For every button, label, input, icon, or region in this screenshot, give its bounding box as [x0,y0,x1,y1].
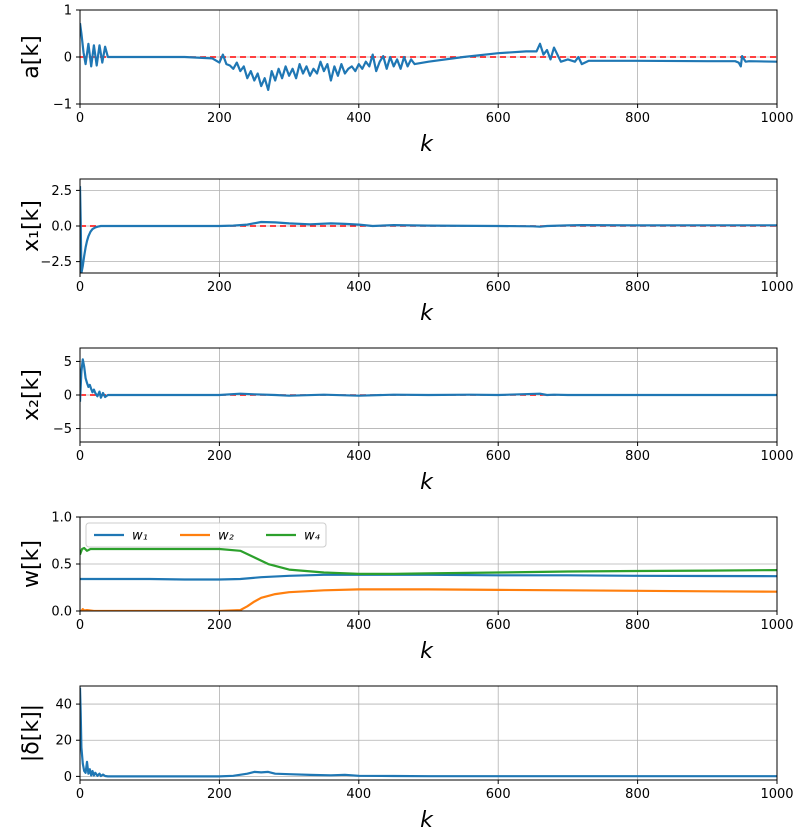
x-tick-label: 400 [346,787,371,802]
x-tick-label: 200 [207,280,232,295]
subplot-3: 0 200 400 600 800 1000 −5 0 5 k x₂[k] [19,347,794,495]
x-tick-label: 1000 [760,280,793,295]
y-axis-label: w[k] [19,540,44,588]
legend: w₁ w₂ w₄ [85,522,327,548]
series-line-a [80,23,777,92]
y-tick-label: 1 [64,4,72,19]
x-axis-label: k [420,470,434,495]
y-axis-label: a[k] [19,35,44,78]
y-tick-label: 0.0 [51,605,72,620]
y-tick-label: 5 [64,355,72,370]
x-tick-label: 1000 [760,111,793,126]
y-tick-label: 20 [55,734,72,749]
x-tick-label: 600 [486,280,511,295]
x-axis-label: k [420,132,434,157]
y-axis-label: x₁[k] [19,200,44,252]
x-axis-label: k [420,808,434,833]
x-tick-label: 1000 [760,449,793,464]
y-axis-label: |δ[k]| [19,704,44,762]
y-tick-label: 40 [55,698,72,713]
x-tick-label: 0 [76,111,84,126]
series-line-w [80,546,777,576]
y-tick-label: 0 [64,770,72,785]
legend-label: w₁ [132,529,148,544]
series-line-w [80,588,777,611]
x-tick-label: 400 [346,618,371,633]
series-line-w [80,573,777,581]
x-tick-label: 0 [76,618,84,633]
y-tick-label: −2.5 [40,255,72,270]
x-tick-label: 200 [207,449,232,464]
subplot-4: 0 200 400 600 800 1000 0.0 0.5 1.0 k w[k] w₁ w₂ w₄ [19,511,794,665]
subplot-1: 0 200 400 600 800 1000 −1 0 1 k a[k] [19,4,794,158]
x-tick-label: 0 [76,787,84,802]
x-tick-label: 200 [207,111,232,126]
y-tick-label: 1.0 [51,511,72,526]
y-tick-label: 0.0 [51,220,72,235]
x-tick-label: 600 [486,618,511,633]
x-tick-label: 800 [625,280,650,295]
y-axis-label: x₂[k] [19,369,44,421]
x-tick-label: 200 [207,787,232,802]
subplot-2: 0 200 400 600 800 1000 −2.5 0.0 2.5 k x₁[k] [19,178,794,326]
y-tick-label: 0.5 [51,558,72,573]
x-tick-label: 600 [486,111,511,126]
y-tick-label: 0 [64,51,72,66]
x-tick-label: 400 [346,111,371,126]
subplot-5: 0 200 400 600 800 1000 0 20 40 k |δ[k]| [19,685,794,833]
x-tick-label: 600 [486,449,511,464]
x-tick-label: 1000 [760,787,793,802]
y-tick-label: 2.5 [51,184,72,199]
x-tick-label: 800 [625,787,650,802]
series-line-x2 [80,358,777,402]
legend-label: w₄ [304,529,321,544]
x-tick-label: 0 [76,280,84,295]
x-tick-label: 0 [76,449,84,464]
x-tick-label: 800 [625,449,650,464]
x-tick-label: 400 [346,280,371,295]
legend-label: w₂ [218,529,234,544]
x-tick-label: 600 [486,787,511,802]
series-line-x1 [80,186,777,273]
x-tick-label: 200 [207,618,232,633]
y-tick-label: 0 [64,389,72,404]
x-axis-label: k [420,639,434,664]
x-tick-label: 800 [625,111,650,126]
axes-frame [79,685,778,781]
x-tick-label: 1000 [760,618,793,633]
x-tick-label: 400 [346,449,371,464]
series-line-delta [80,687,777,778]
y-tick-label: −5 [53,422,72,437]
y-tick-label: −1 [53,98,72,113]
x-tick-label: 800 [625,618,650,633]
x-axis-label: k [420,301,434,326]
